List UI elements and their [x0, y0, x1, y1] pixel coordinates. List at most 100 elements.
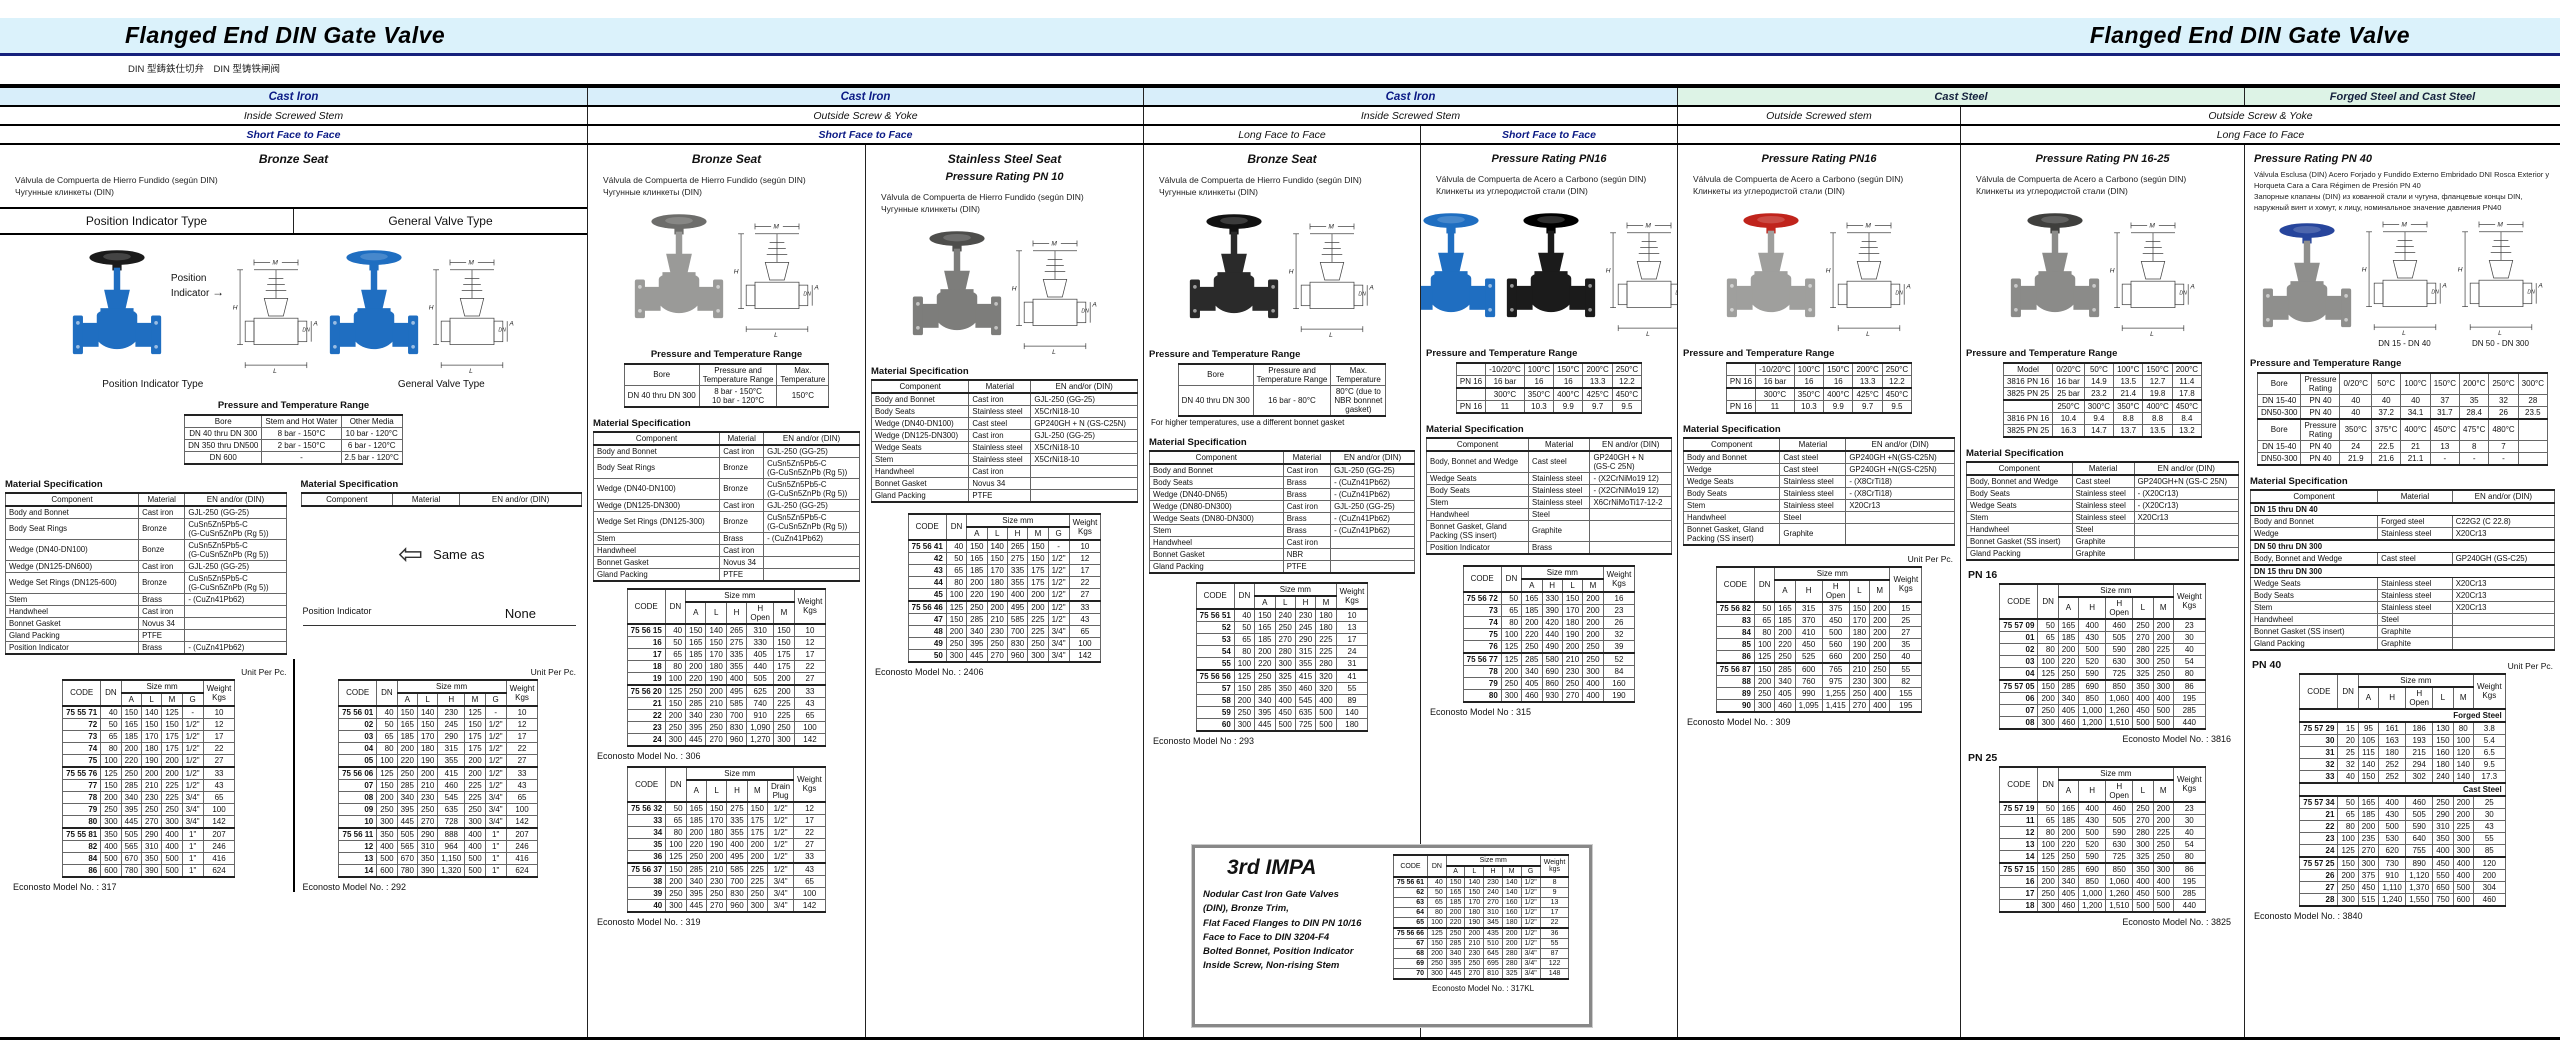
- cell: 30: [2172, 630, 2206, 644]
- cell: 140: [2452, 769, 2474, 783]
- cell: - (CuZn41Pb62): [763, 531, 860, 545]
- cell: 35: [2459, 393, 2490, 407]
- cell: 10.3: [1793, 399, 1825, 414]
- cell: 100: [2037, 837, 2059, 851]
- cell: 55: [2472, 831, 2506, 845]
- cell: 21.9: [2339, 451, 2373, 465]
- cell: 230: [1848, 674, 1871, 688]
- cell: 500: [100, 851, 122, 865]
- size-table-block-292: Unit Per Pc. CODE DN Size mm Weight Kgs A L H M…: [292, 658, 583, 892]
- cell: Pressure and Temperature Range: [1252, 362, 1332, 386]
- impa-line-2: (DIN), Bronze Trim,: [1203, 903, 1289, 915]
- cell: 35: [627, 837, 667, 851]
- cell: 75 56 56: [1195, 668, 1235, 683]
- cell: 6.5: [2472, 745, 2506, 759]
- cell: 21.1: [2400, 451, 2431, 465]
- cell: 100: [1068, 636, 1102, 650]
- cell: 400: [464, 826, 486, 841]
- cell: 36: [1539, 927, 1570, 939]
- impa-box: 3rd IMPA Nodular Cast Iron Gate Valves (…: [1191, 844, 1593, 1028]
- cell: 265: [1006, 539, 1029, 553]
- cell: 200: [464, 753, 486, 768]
- cell: CuSn5Zn5Pb5-C (G-CuSn5ZnPb (Rg 5)): [184, 538, 287, 561]
- cell: Body and Bonnet: [592, 444, 721, 458]
- cell: 670: [120, 851, 142, 865]
- cell: 200: [1582, 627, 1604, 641]
- cell: 190: [1602, 688, 1636, 703]
- cell: Cast steel: [2377, 551, 2453, 565]
- cell: Handwheel: [592, 543, 721, 557]
- cell: 40: [2339, 405, 2373, 419]
- cell: 445: [120, 814, 142, 829]
- cell: - (CuZn41Pb62): [184, 640, 287, 655]
- impa-line-4: Face to Face to DIN 3204-F4: [1203, 931, 1330, 943]
- cell: 290: [1294, 632, 1317, 646]
- cell: 1,150: [437, 851, 466, 865]
- cell: 350°C: [2113, 398, 2144, 413]
- cell: Material: [719, 430, 765, 446]
- cell: Weight Kgs: [2172, 582, 2206, 620]
- cell: 400: [464, 839, 486, 853]
- rating-title: Pressure Rating PN 40: [2254, 153, 2372, 165]
- cell: 200: [2037, 874, 2059, 888]
- cell: 302: [2405, 769, 2434, 783]
- cell: Novus 34: [138, 616, 186, 630]
- cell: A: [1254, 594, 1276, 610]
- cell: 40: [2400, 393, 2431, 407]
- diagram-dn15-40: M H DN A L DN 15 - DN 40: [2361, 219, 2449, 348]
- cell: 250: [1774, 649, 1796, 664]
- cell: 43: [1068, 612, 1102, 626]
- cell: 270: [1483, 897, 1503, 908]
- position-indicator-annotation: Position Indicator →: [171, 273, 224, 300]
- cell: 150: [773, 635, 795, 649]
- cell: Brass: [1282, 511, 1332, 525]
- cell: 330: [1541, 591, 1563, 605]
- cell: 505: [120, 826, 142, 841]
- cell: 31: [2299, 745, 2339, 759]
- cell: 22: [1539, 917, 1570, 929]
- cell: DN: [2037, 765, 2059, 803]
- cell: DN 15-40: [2256, 439, 2302, 453]
- cell: 445: [685, 898, 707, 913]
- cell: 1,120: [2405, 868, 2434, 882]
- cell: 960: [725, 732, 748, 747]
- cell: 75 56 06: [338, 765, 378, 780]
- cell: M: [1027, 525, 1049, 541]
- cell: DN: [100, 678, 122, 707]
- cell: 150: [665, 861, 687, 876]
- cell: 13: [1999, 837, 2039, 851]
- cell: 600: [2452, 892, 2474, 906]
- cell: 170: [1464, 897, 1485, 908]
- cell: 1/2": [767, 813, 795, 827]
- cell: 3/4": [767, 886, 795, 900]
- cell: 460: [2105, 801, 2134, 815]
- cell: Bonze: [138, 538, 186, 561]
- cell: 350: [2132, 861, 2154, 876]
- cell: 375: [1821, 601, 1850, 615]
- cell: 150°C: [776, 384, 830, 408]
- cell: 335: [725, 647, 748, 661]
- cell: 300: [773, 732, 795, 747]
- cell: Bronze: [138, 517, 186, 540]
- cell: 1,060: [2105, 874, 2134, 888]
- cell: 17: [1539, 907, 1570, 918]
- cell: 250: [2152, 837, 2174, 851]
- cell: 13: [1335, 620, 1369, 634]
- cell: 150: [161, 717, 183, 731]
- cell: 3/4": [1520, 958, 1541, 969]
- cell: X20Cr13: [2451, 526, 2556, 540]
- cell: 175: [464, 741, 486, 755]
- cell: 30: [2299, 733, 2339, 747]
- material-title: Material Specification: [593, 417, 691, 429]
- size-table-315: CODE DN Size mm Weight Kgs A H L M 75 56 72 50 165…: [1426, 564, 1672, 703]
- cell: 400: [1006, 587, 1029, 602]
- cell: 325: [2132, 666, 2154, 681]
- cell: 21: [626, 696, 666, 710]
- cell: 490: [1541, 639, 1563, 654]
- captions-row: Position Indicator Type General Valve Ty…: [5, 377, 582, 390]
- arrow-right-icon: →: [212, 284, 225, 299]
- cell: 03: [1999, 654, 2039, 668]
- cell: Wedge Set Rings (DN125-300): [592, 510, 721, 533]
- cell: H: [726, 778, 748, 803]
- cell: Bore: [2256, 371, 2302, 395]
